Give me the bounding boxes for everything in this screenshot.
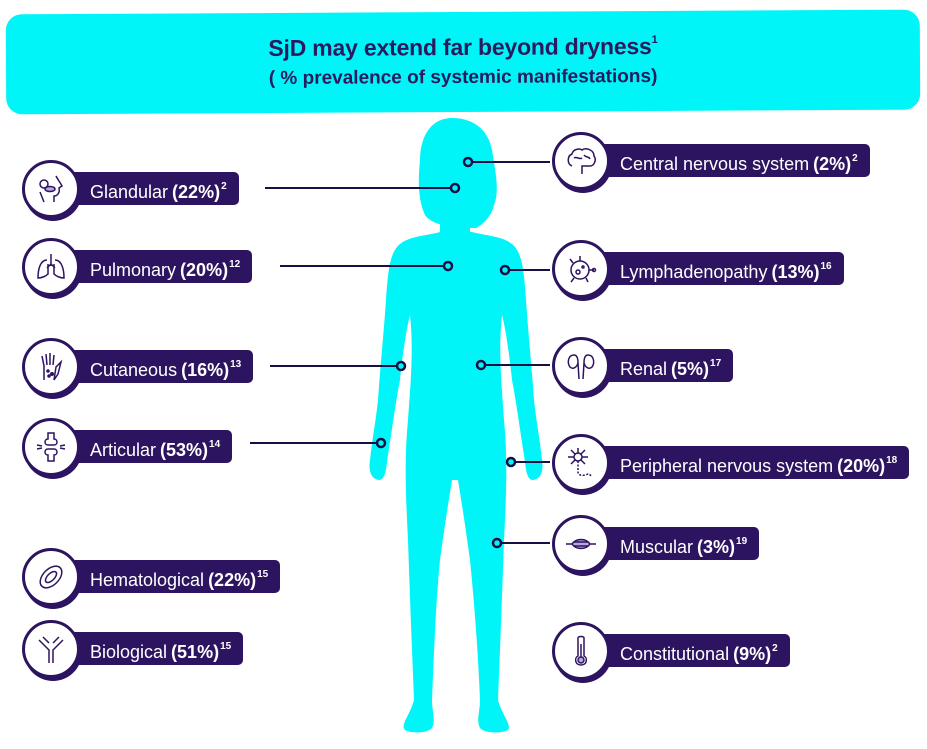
hand-rash-icon xyxy=(22,338,80,396)
blood-cell-icon xyxy=(22,548,80,606)
antibody-icon xyxy=(22,620,80,678)
neuron-icon xyxy=(552,434,610,492)
muscle-icon xyxy=(552,515,610,573)
joint-icon xyxy=(22,418,80,476)
brain-icon xyxy=(552,132,610,190)
lungs-icon xyxy=(22,238,80,296)
face-gland-icon xyxy=(22,160,80,218)
lymph-node-icon xyxy=(552,240,610,298)
kidneys-icon xyxy=(552,337,610,395)
thermometer-icon xyxy=(552,622,610,680)
